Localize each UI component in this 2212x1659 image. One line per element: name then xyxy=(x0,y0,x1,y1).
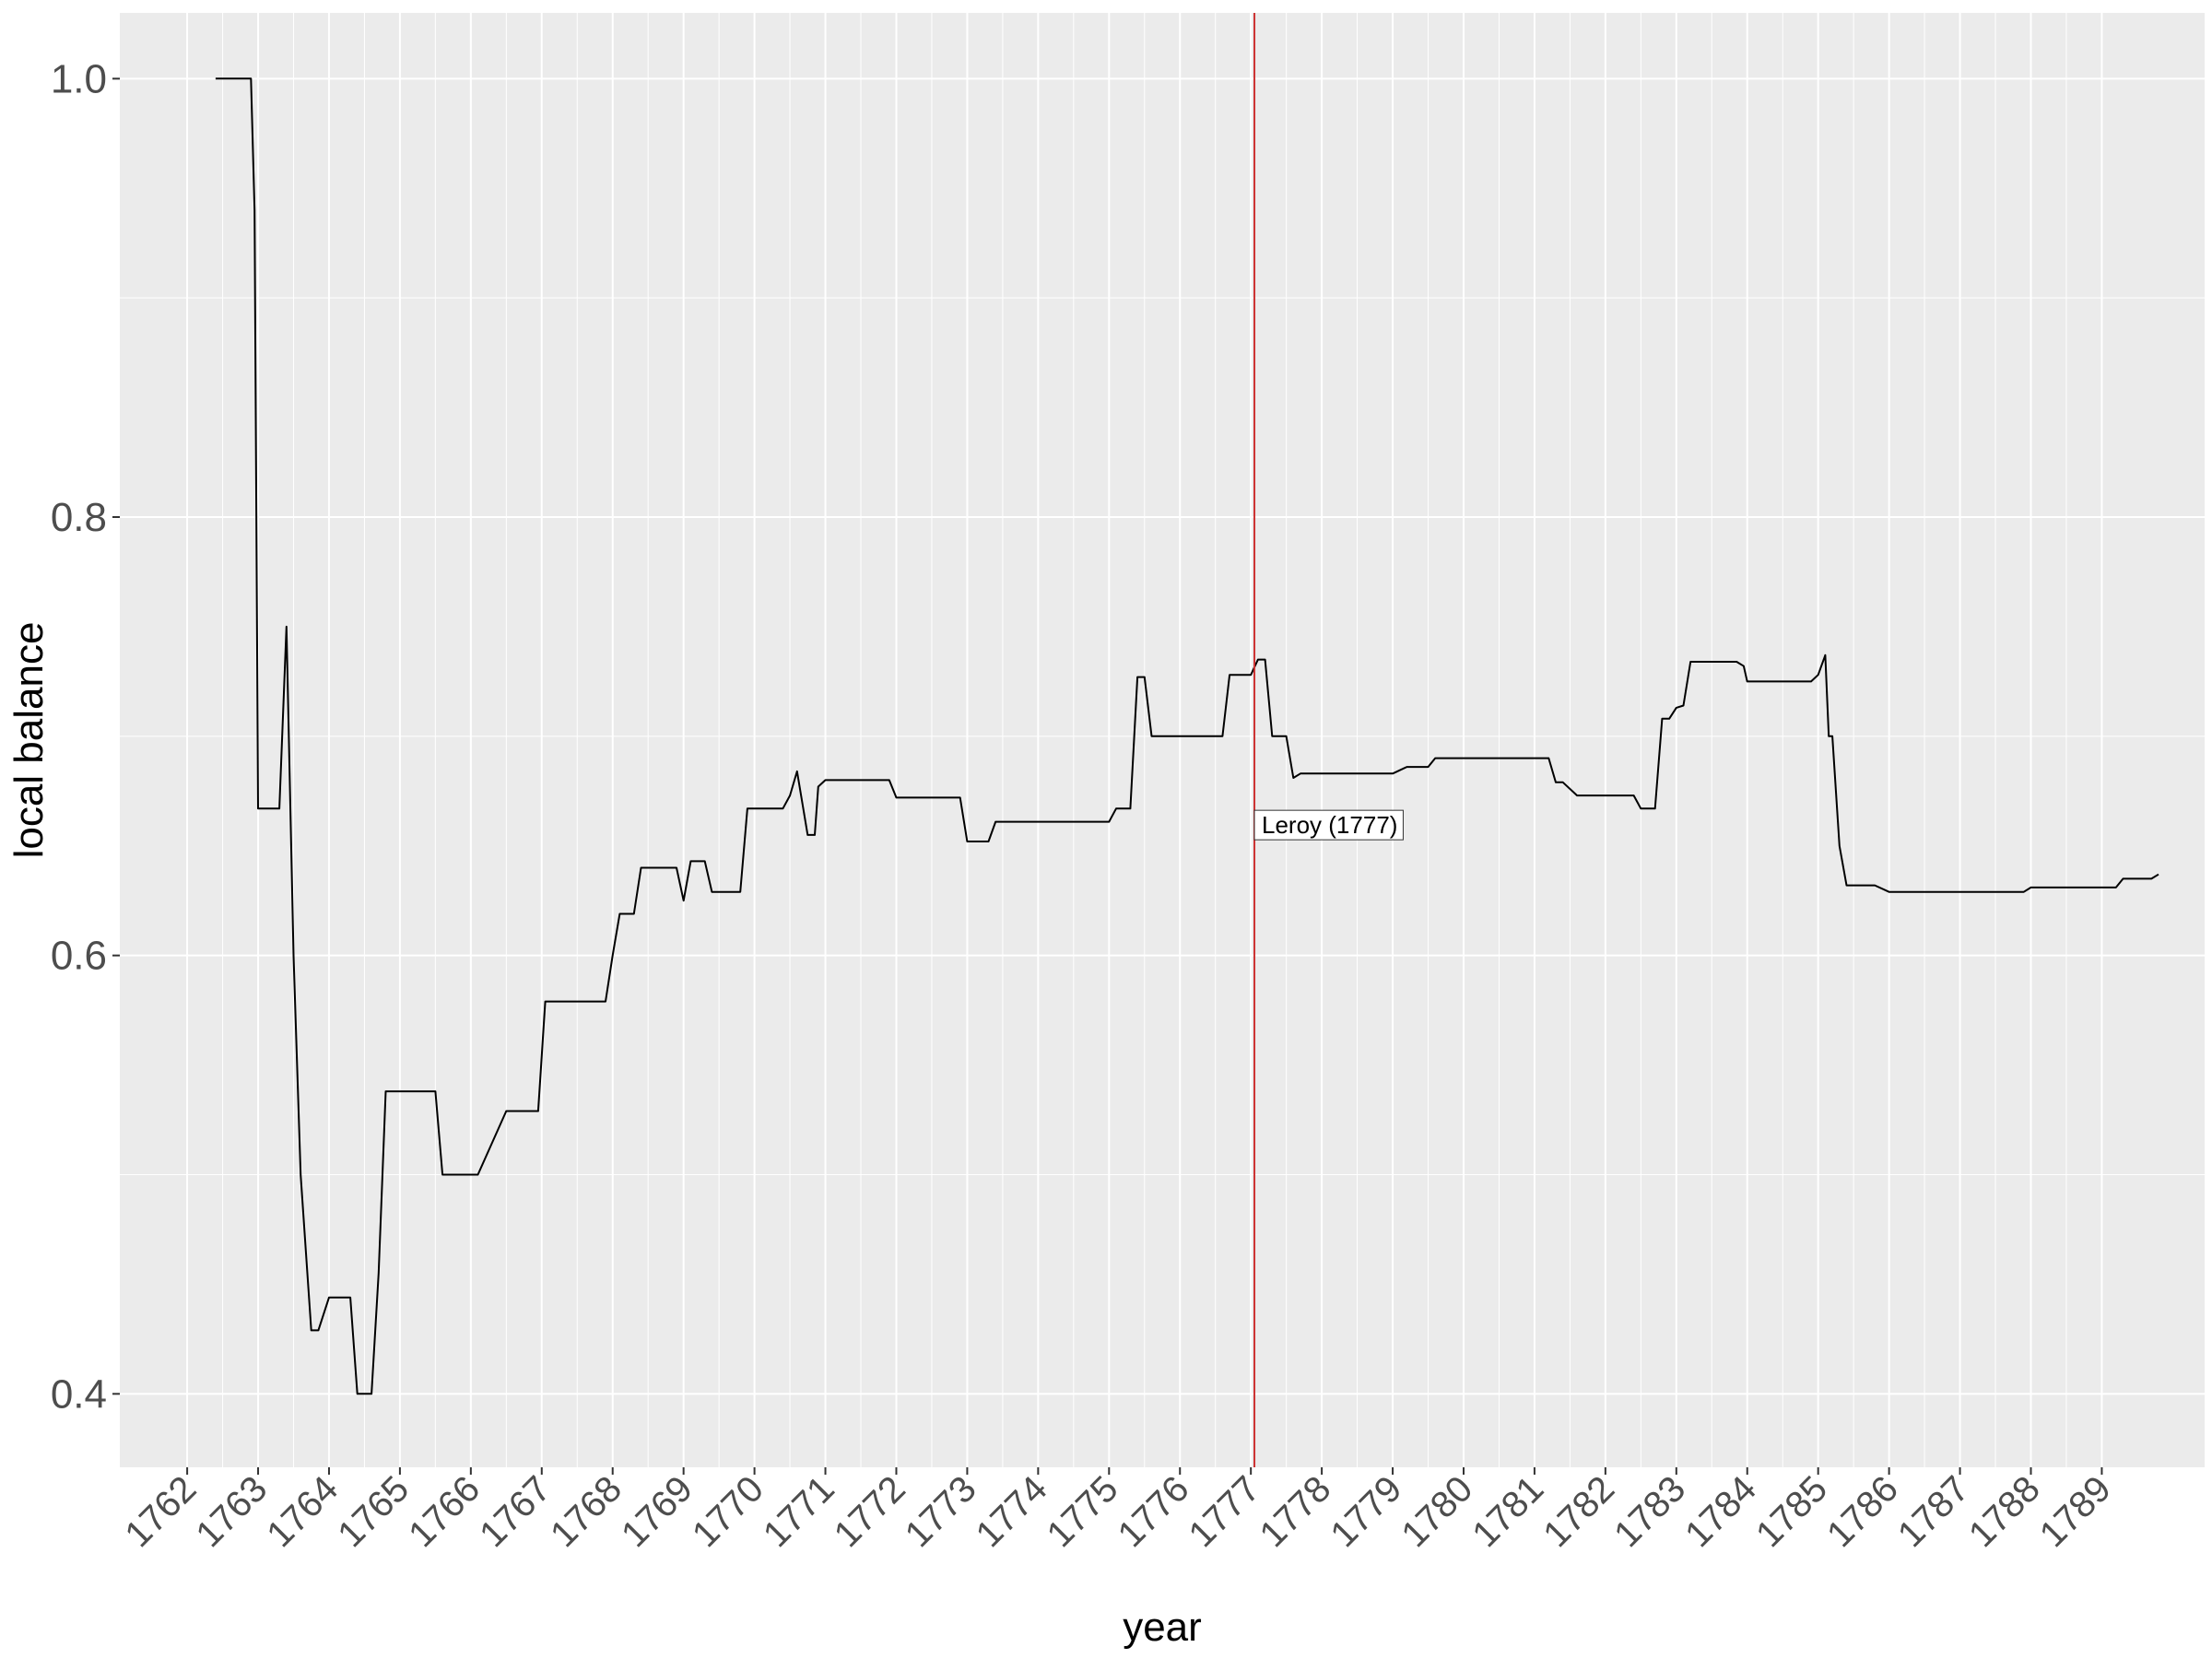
x-tick-label: 1763 xyxy=(188,1468,275,1555)
x-tick-label: 1774 xyxy=(969,1468,1055,1555)
x-tick-label: 1762 xyxy=(117,1468,204,1555)
plot-panel xyxy=(120,13,2205,1467)
x-tick-label: 1785 xyxy=(1748,1468,1835,1555)
x-tick-label: 1772 xyxy=(827,1468,913,1555)
x-tick-label: 1778 xyxy=(1252,1468,1338,1555)
annotation-box xyxy=(1253,809,1404,841)
local-balance-line xyxy=(215,77,2159,1395)
x-tick-label: 1773 xyxy=(898,1468,984,1555)
x-tick-label: 1769 xyxy=(614,1468,700,1555)
y-axis-ticks: 0.4 0.6 0.8 1.0 xyxy=(51,56,120,1417)
annotation-leroy-1777: Leroy (1777) xyxy=(1262,811,1397,839)
x-tick-label: 1764 xyxy=(259,1468,346,1555)
x-tick-label: 1776 xyxy=(1111,1468,1197,1555)
x-tick-label: 1780 xyxy=(1394,1468,1480,1555)
y-tick-label: 1.0 xyxy=(51,56,107,101)
x-tick-label: 1768 xyxy=(543,1468,629,1555)
y-axis-title: local balance xyxy=(6,622,52,859)
x-tick-label: 1771 xyxy=(756,1468,842,1555)
annotation-layer: Leroy (1777) xyxy=(1253,809,1404,841)
x-tick-label: 1775 xyxy=(1040,1468,1126,1555)
x-tick-label: 1765 xyxy=(330,1468,417,1555)
x-tick-label: 1779 xyxy=(1323,1468,1409,1555)
x-tick-label: 1783 xyxy=(1606,1468,1693,1555)
x-tick-label: 1788 xyxy=(1961,1468,2048,1555)
x-tick-label: 1787 xyxy=(1890,1468,1977,1555)
major-gridlines xyxy=(120,13,2205,1467)
x-tick-label: 1786 xyxy=(1819,1468,1906,1555)
x-tick-label: 1767 xyxy=(472,1468,559,1555)
x-tick-label: 1782 xyxy=(1535,1468,1622,1555)
x-tick-label: 1784 xyxy=(1677,1468,1764,1555)
x-axis-ticks: 1762176317641765176617671768176917701771… xyxy=(117,1467,2119,1555)
y-tick-label: 0.6 xyxy=(51,934,107,979)
y-tick-label: 0.8 xyxy=(51,495,107,540)
x-tick-label: 1766 xyxy=(401,1468,488,1555)
x-tick-label: 1770 xyxy=(685,1468,771,1555)
minor-gridlines xyxy=(120,13,2205,1467)
y-tick-label: 0.4 xyxy=(51,1371,107,1417)
x-tick-label: 1777 xyxy=(1182,1468,1268,1555)
x-tick-label: 1781 xyxy=(1465,1468,1551,1555)
x-axis-title: year xyxy=(1123,1605,1202,1650)
x-tick-label: 1789 xyxy=(2032,1468,2119,1555)
